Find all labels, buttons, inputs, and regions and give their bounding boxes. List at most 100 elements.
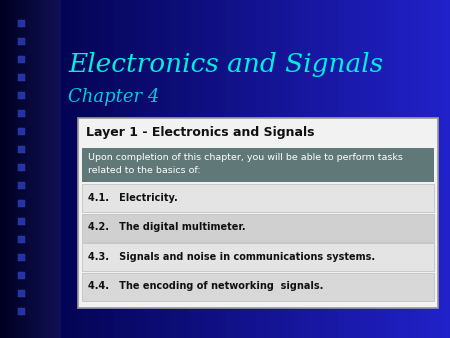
Bar xyxy=(18,128,25,135)
Bar xyxy=(428,0,436,338)
Bar xyxy=(413,0,421,338)
Bar xyxy=(42,0,45,338)
Bar xyxy=(135,0,144,338)
Bar xyxy=(18,20,25,27)
Bar xyxy=(165,0,174,338)
Bar xyxy=(18,218,25,225)
Text: Chapter 4: Chapter 4 xyxy=(68,88,159,106)
Bar xyxy=(285,0,293,338)
Text: 4.1.   Electricity.: 4.1. Electricity. xyxy=(88,193,178,203)
Bar xyxy=(18,92,25,99)
Bar xyxy=(0,0,3,338)
Bar xyxy=(52,0,55,338)
Bar xyxy=(6,0,9,338)
Bar xyxy=(58,0,61,338)
Bar xyxy=(82,184,434,212)
Bar xyxy=(18,146,25,153)
Bar xyxy=(225,0,234,338)
Bar xyxy=(18,254,25,261)
Bar xyxy=(172,0,181,338)
Bar xyxy=(22,0,25,338)
Bar xyxy=(22,0,31,338)
Bar xyxy=(44,0,47,338)
Bar xyxy=(405,0,414,338)
Text: Electronics and Signals: Electronics and Signals xyxy=(68,52,383,77)
Bar xyxy=(368,0,376,338)
Bar xyxy=(112,0,121,338)
Bar xyxy=(14,0,17,338)
Bar xyxy=(195,0,203,338)
Bar xyxy=(60,0,68,338)
Bar xyxy=(262,0,271,338)
Bar xyxy=(28,0,31,338)
Bar xyxy=(26,0,29,338)
Bar xyxy=(18,290,25,297)
Bar xyxy=(300,0,309,338)
Bar xyxy=(120,0,129,338)
Bar xyxy=(16,0,19,338)
Bar xyxy=(217,0,226,338)
Bar xyxy=(24,0,27,338)
Bar xyxy=(345,0,354,338)
Bar xyxy=(18,38,25,45)
Bar xyxy=(150,0,158,338)
Bar xyxy=(18,110,25,117)
Text: related to the basics of:: related to the basics of: xyxy=(88,166,201,175)
Bar xyxy=(18,0,21,338)
Bar xyxy=(8,0,11,338)
Bar xyxy=(40,0,43,338)
Bar xyxy=(330,0,338,338)
Bar xyxy=(442,0,450,338)
Bar xyxy=(98,0,106,338)
Text: 4.3.   Signals and noise in communications systems.: 4.3. Signals and noise in communications… xyxy=(88,252,375,262)
Bar xyxy=(0,0,9,338)
Bar xyxy=(307,0,316,338)
Bar xyxy=(56,0,59,338)
Bar xyxy=(18,164,25,171)
Bar xyxy=(105,0,113,338)
Bar xyxy=(390,0,399,338)
Bar xyxy=(10,0,13,338)
Bar xyxy=(37,0,46,338)
Bar xyxy=(352,0,361,338)
Bar xyxy=(68,0,76,338)
Bar xyxy=(53,0,61,338)
Bar xyxy=(78,118,438,308)
Text: 4.4.   The encoding of networking  signals.: 4.4. The encoding of networking signals. xyxy=(88,281,324,291)
Bar xyxy=(397,0,406,338)
Bar xyxy=(18,200,25,207)
Bar xyxy=(45,0,54,338)
Bar xyxy=(240,0,248,338)
Bar xyxy=(255,0,264,338)
Bar xyxy=(435,0,444,338)
Bar xyxy=(158,0,166,338)
Bar xyxy=(420,0,428,338)
Bar xyxy=(30,0,33,338)
Bar xyxy=(375,0,383,338)
Text: 4.2.   The digital multimeter.: 4.2. The digital multimeter. xyxy=(88,222,246,232)
Bar xyxy=(12,0,15,338)
Bar xyxy=(90,0,99,338)
Bar xyxy=(82,214,434,241)
Text: Layer 1 - Electronics and Signals: Layer 1 - Electronics and Signals xyxy=(86,126,315,139)
Bar xyxy=(0,0,60,338)
Bar xyxy=(210,0,219,338)
Bar xyxy=(46,0,49,338)
Bar xyxy=(75,0,84,338)
Bar xyxy=(18,308,25,315)
Bar xyxy=(292,0,301,338)
Bar xyxy=(18,56,25,63)
Bar xyxy=(48,0,51,338)
Text: Upon completion of this chapter, you will be able to perform tasks: Upon completion of this chapter, you wil… xyxy=(88,153,403,162)
Bar xyxy=(82,148,434,182)
Bar xyxy=(360,0,369,338)
Bar xyxy=(338,0,346,338)
Bar xyxy=(82,243,434,271)
Bar xyxy=(143,0,151,338)
Bar xyxy=(248,0,256,338)
Bar xyxy=(18,272,25,279)
Bar xyxy=(36,0,39,338)
Bar xyxy=(20,0,23,338)
Bar xyxy=(4,0,7,338)
Bar xyxy=(54,0,57,338)
